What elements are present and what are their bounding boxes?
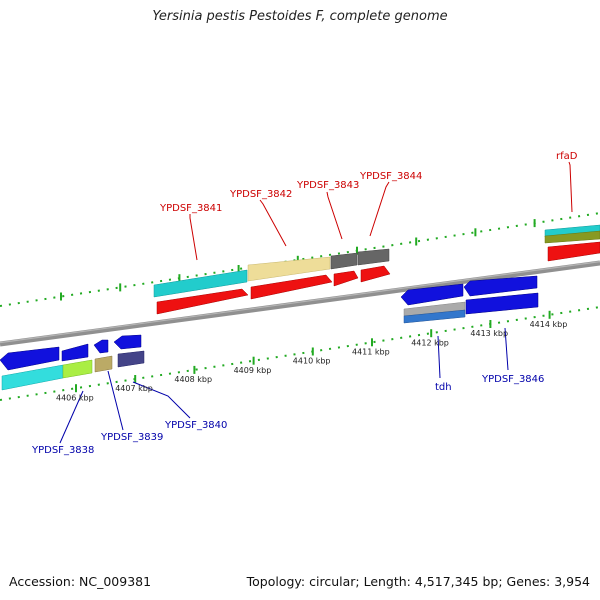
gene-label-3846[interactable]: YPDSF_3846 [481, 374, 544, 385]
position-label: 4412 kbp [411, 338, 449, 347]
genome-summary-text: Topology: circular; Length: 4,517,345 bp… [246, 574, 590, 589]
position-label: 4406 kbp [56, 393, 94, 402]
gene-label-3843[interactable]: YPDSF_3843 [296, 180, 359, 191]
reverse-gene-3838[interactable] [0, 343, 89, 391]
gene-arrow [250, 274, 333, 300]
feature-bar [357, 248, 390, 266]
gene-label-3840[interactable]: YPDSF_3840 [164, 420, 227, 431]
reverse-gene-3840[interactable] [94, 334, 145, 373]
feature-bar [247, 256, 331, 282]
gene-arrow [333, 270, 359, 287]
position-label: 4414 kbp [530, 320, 568, 329]
map-title: Yersinia pestis Pestoides F, complete ge… [152, 9, 448, 24]
position-label: 4411 kbp [352, 347, 390, 356]
feature-bar [153, 269, 248, 298]
accession-text: Accession: NC_009381 [9, 574, 152, 589]
reverse-gene-3846[interactable] [403, 275, 539, 324]
gene-label-3838[interactable]: YPDSF_3838 [31, 445, 94, 456]
gene-arrow [547, 241, 600, 262]
position-labels: 4406 kbp 4407 kbp 4408 kbp 4409 kbp 4410 kbp… [56, 320, 567, 402]
feature-bar [330, 252, 358, 270]
gene-arrow [463, 275, 538, 297]
gene-label-rfaD[interactable]: rfaD [556, 151, 578, 162]
gene-arrow [360, 265, 391, 283]
position-label: 4407 kbp [115, 384, 153, 393]
backbone-highlight [0, 261, 600, 344]
tick-track-lower [0, 306, 600, 401]
gene-arrow [400, 283, 464, 306]
gene-label-3839[interactable]: YPDSF_3839 [100, 432, 163, 443]
gene-label-tdh[interactable]: tdh [435, 382, 452, 393]
reverse-gene-3839[interactable] [62, 339, 109, 379]
gene-label-3844[interactable]: YPDSF_3844 [359, 171, 422, 182]
gene-label-3841[interactable]: YPDSF_3841 [159, 203, 222, 214]
gene-arrow [156, 288, 249, 315]
feature-bar [62, 359, 93, 379]
forward-gene-3841[interactable] [153, 269, 249, 315]
position-label: 4408 kbp [174, 375, 212, 384]
gene-arrow [93, 339, 109, 354]
position-label: 4410 kbp [293, 357, 331, 366]
feature-bar-2 [117, 350, 145, 368]
forward-gene-3844[interactable] [357, 248, 391, 283]
gene-label-3842[interactable]: YPDSF_3842 [229, 189, 292, 200]
position-label: 4413 kbp [470, 329, 508, 338]
feature-bar [94, 355, 113, 373]
gene-arrow [0, 346, 60, 371]
forward-gene-3842[interactable] [247, 256, 333, 300]
backbone [0, 260, 600, 347]
forward-gene-3843[interactable] [330, 252, 359, 287]
callouts [59, 161, 573, 444]
position-label: 4409 kbp [234, 366, 272, 375]
gene-arrow [113, 334, 142, 350]
feature-bar-2 [465, 292, 539, 315]
feature-bar-2 [544, 230, 600, 244]
feature-bar [403, 309, 466, 324]
forward-gene-rfaD[interactable] [544, 224, 600, 262]
tick-track-upper [0, 212, 600, 307]
gene-arrow-2 [61, 343, 89, 362]
